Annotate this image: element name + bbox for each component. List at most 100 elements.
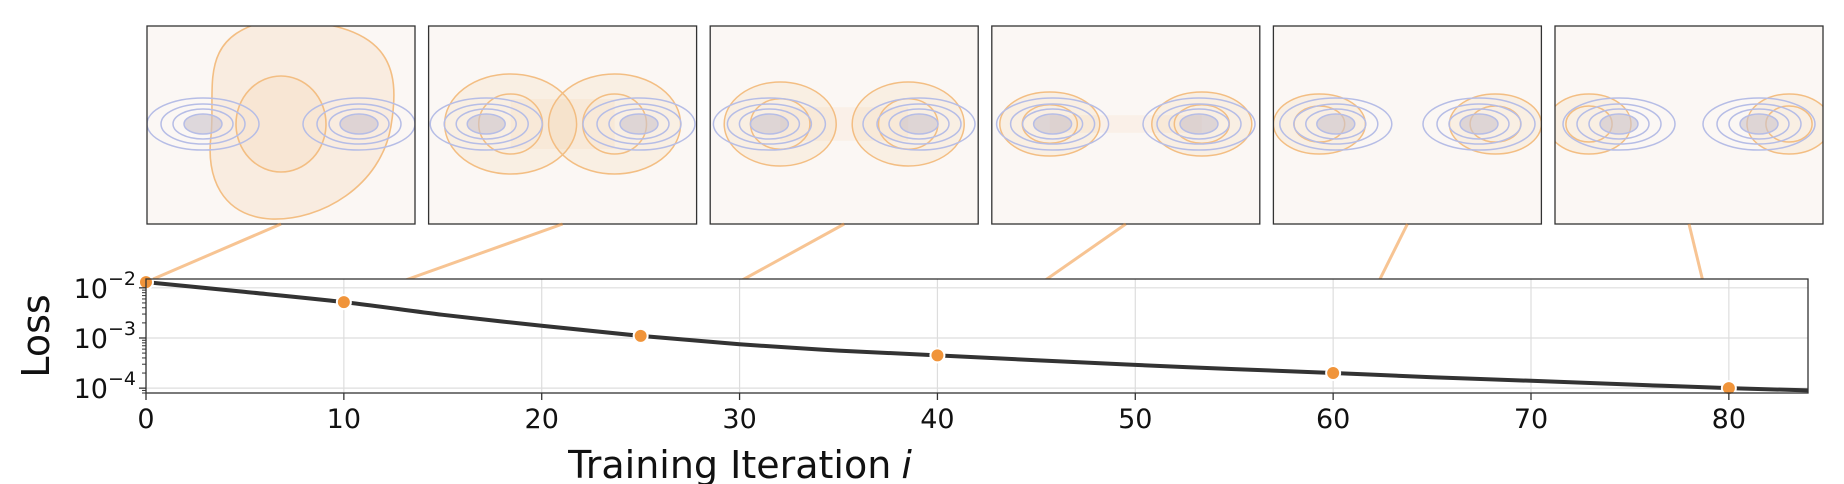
x-tick-label: 80 [1712, 404, 1746, 435]
y-tick-base: 10 [74, 324, 108, 355]
target-density [1279, 97, 1536, 151]
target-mode-right [302, 97, 415, 151]
target-contour [1032, 113, 1073, 135]
y-tick-label: 10−2 [74, 268, 136, 305]
x-axis-label-variable: i [901, 443, 912, 484]
target-contour [995, 97, 1110, 151]
target-contour [302, 97, 415, 151]
target-contour [1422, 97, 1536, 151]
y-axis-ticks: 10−210−310−4 [74, 268, 146, 405]
target-contour [339, 113, 379, 135]
x-axis-label: Training Iteration i [567, 443, 912, 484]
target-contour [316, 103, 402, 145]
snapshot-marker [335, 294, 352, 311]
target-contour [1142, 97, 1256, 151]
target-contour [1305, 108, 1367, 140]
target-contour [1021, 108, 1084, 140]
x-tick-label: 50 [1118, 404, 1152, 435]
y-axis-label: Loss [14, 294, 58, 377]
target-density [1562, 97, 1816, 151]
target-mode-left [429, 97, 543, 151]
target-contour [429, 97, 543, 151]
target-contour [160, 103, 246, 145]
target-contour [328, 108, 390, 140]
x-tick-label: 70 [1514, 404, 1548, 435]
target-contour [726, 103, 813, 145]
inset-panel [427, 25, 698, 225]
target-mode-right [1422, 97, 1536, 151]
target-contour [1316, 113, 1356, 135]
target-contour [608, 108, 670, 140]
target-contour [738, 108, 801, 140]
target-contour [596, 103, 682, 145]
x-tick-label: 60 [1316, 404, 1350, 435]
inset-panel [709, 25, 979, 225]
target-mode-right [1702, 97, 1816, 151]
y-tick-exponent: −3 [108, 318, 136, 340]
inset-contours [712, 81, 976, 167]
model-contour-inner [235, 75, 327, 173]
target-contour [749, 113, 790, 135]
model-bridge [780, 107, 909, 141]
snapshot-marker [1325, 365, 1342, 382]
target-contour [147, 97, 260, 151]
plot-frame [145, 278, 1809, 394]
target-mode-left [995, 97, 1110, 151]
model-density [209, 26, 395, 220]
inset-panel [991, 25, 1261, 225]
target-contour [1179, 113, 1219, 135]
inset-contours [995, 91, 1256, 157]
model-bridge [1049, 115, 1202, 133]
y-tick-label: 10−3 [74, 318, 136, 355]
target-contour [1279, 97, 1393, 151]
target-contour [1588, 108, 1650, 140]
x-axis-ticks: 0 10 20 30 40 50 60 70 80 [137, 393, 1746, 435]
target-contour [1168, 108, 1230, 140]
target-contour [183, 113, 223, 135]
target-mode-left [147, 97, 260, 151]
target-density [429, 97, 696, 151]
inset-panel [146, 25, 416, 225]
loss-plot: 0 10 20 30 40 50 60 70 80 10−210−310−4 [74, 268, 1809, 435]
target-contour [172, 108, 234, 140]
target-contour [582, 97, 696, 151]
plot-background [146, 279, 1808, 393]
target-density [995, 97, 1256, 151]
y-tick-exponent: −2 [108, 268, 136, 290]
inset-panels [146, 25, 1824, 225]
x-tick-label: 10 [327, 404, 361, 435]
target-contour [455, 108, 517, 140]
y-tick-exponent: −4 [108, 368, 136, 390]
y-tick-base: 10 [74, 274, 108, 305]
target-contour [712, 97, 827, 151]
connector-line [145, 222, 282, 284]
x-tick-label: 20 [525, 404, 559, 435]
target-contour [1599, 113, 1639, 135]
target-contour [1293, 103, 1379, 145]
target-contour [899, 113, 939, 135]
snapshot-marker [929, 347, 946, 364]
target-contour [1576, 103, 1662, 145]
target-contour [619, 113, 659, 135]
target-contour [1702, 97, 1816, 151]
y-tick-base: 10 [74, 374, 108, 405]
loss-series-line [146, 280, 1808, 393]
target-contour [1436, 103, 1522, 145]
inset-contours [1555, 93, 1823, 155]
model-contour-outer [209, 26, 395, 220]
target-mode-right [1142, 97, 1256, 151]
target-mode-left [1279, 97, 1393, 151]
target-contour [1739, 113, 1779, 135]
inset-panel [1554, 25, 1824, 225]
target-contour [1009, 103, 1096, 145]
target-density [147, 97, 415, 151]
target-contour [862, 97, 976, 151]
target-contour [1562, 97, 1676, 151]
snapshot-marker [632, 327, 649, 344]
target-contour [466, 113, 506, 135]
y-tick-label: 10−4 [74, 368, 136, 405]
target-contour [443, 103, 529, 145]
inset-panel [1272, 25, 1543, 225]
inset-contours [429, 73, 696, 175]
